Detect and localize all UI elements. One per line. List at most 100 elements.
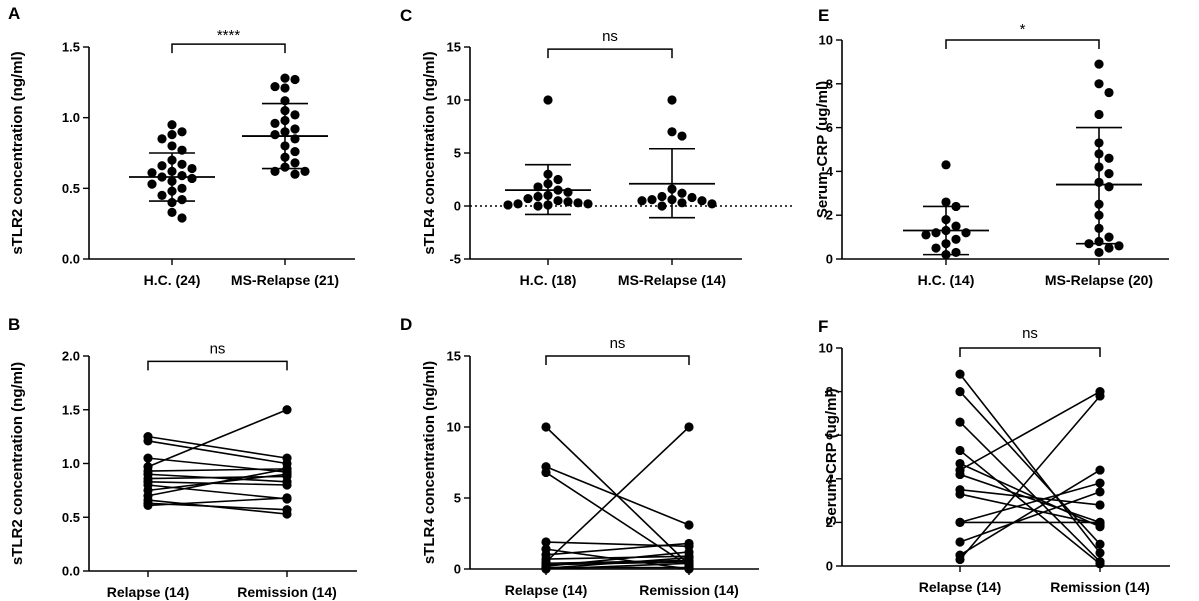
y-tick-label: 1.5 xyxy=(62,40,80,55)
data-point xyxy=(270,118,280,128)
data-point-relapse xyxy=(541,467,551,478)
y-tick-label: 0 xyxy=(454,562,461,577)
y-axis-label: sTLR2 concentration (ng/ml) xyxy=(9,51,26,254)
pair-line xyxy=(959,449,1101,565)
data-point xyxy=(157,190,167,200)
significance-label: ns xyxy=(602,28,618,45)
pair-line xyxy=(959,473,1101,524)
y-tick-label: 0 xyxy=(826,252,833,267)
data-point-relapse xyxy=(955,469,965,480)
data-point xyxy=(951,247,961,258)
data-point xyxy=(1104,87,1114,98)
data-point xyxy=(647,195,657,205)
pair-line xyxy=(959,482,1101,524)
data-point-relapse xyxy=(955,554,965,565)
y-tick-label: 2 xyxy=(826,208,833,223)
panel-f: F 0 2 4 6 8 10 Relapse (14) Remission (14) Serum-… xyxy=(818,317,1170,595)
data-point-relapse xyxy=(955,445,965,456)
data-point xyxy=(167,197,177,208)
significance-bracket xyxy=(545,355,690,365)
data-point-remission xyxy=(1095,465,1105,475)
data-point xyxy=(543,95,553,105)
data-point xyxy=(187,163,197,174)
panel-a: A 0.0 0.5 1.0 1.5 H.C. (24) MS-Relapse (21) sTL… xyxy=(8,4,355,288)
data-point xyxy=(533,191,543,202)
pair-line xyxy=(147,480,288,486)
data-point xyxy=(157,161,167,171)
data-point xyxy=(1104,153,1114,163)
pair-line xyxy=(959,462,1101,528)
x-category-label: H.C. (18) xyxy=(520,272,577,288)
pair-line xyxy=(545,471,690,567)
data-point xyxy=(941,160,951,170)
data-point-remission xyxy=(684,422,694,432)
data-point xyxy=(270,81,280,92)
y-axis-label: sTLR4 concentration (ng/ml) xyxy=(421,51,438,254)
panel-label: A xyxy=(8,4,20,23)
data-point xyxy=(951,221,961,231)
data-point-remission xyxy=(282,505,292,515)
significance-label: ns xyxy=(610,335,626,352)
data-point xyxy=(167,141,177,151)
significance-bracket xyxy=(959,347,1101,357)
y-tick-label: 4 xyxy=(826,164,834,179)
y-tick-label: 0 xyxy=(826,559,833,574)
panel-label: E xyxy=(818,6,829,25)
data-point-relapse xyxy=(955,489,965,499)
data-point xyxy=(563,197,573,207)
y-tick-label: 2 xyxy=(826,515,833,530)
y-tick-label: 0.0 xyxy=(62,252,80,267)
data-point-remission xyxy=(1095,548,1105,558)
significance-label: **** xyxy=(217,27,241,44)
significance-bracket xyxy=(547,48,673,59)
data-point-remission xyxy=(1095,487,1105,497)
data-point-remission xyxy=(1095,478,1105,488)
panel-c: C -5 0 5 10 15 H.C. (18) MS-Relapse (14) sTLR4 c… xyxy=(400,6,792,288)
data-point xyxy=(1104,232,1114,242)
data-point-relapse xyxy=(143,436,153,446)
data-point xyxy=(921,230,931,240)
data-point xyxy=(290,74,300,85)
data-point xyxy=(961,228,971,238)
data-point xyxy=(573,198,583,208)
data-point xyxy=(167,207,177,217)
y-tick-label: 8 xyxy=(826,76,833,91)
data-point xyxy=(1094,79,1104,89)
x-category-label: MS-Relapse (21) xyxy=(231,272,339,288)
data-point-relapse xyxy=(541,564,551,574)
panel-d: D 0 5 10 15 Relapse (14) Remission (14) sTLR4 c… xyxy=(400,315,759,598)
panel-label: B xyxy=(8,315,20,334)
y-tick-label: 1.0 xyxy=(62,110,80,125)
data-point xyxy=(677,131,687,141)
data-point xyxy=(677,188,687,198)
data-point xyxy=(177,171,187,181)
data-point xyxy=(563,187,573,197)
data-point-remission xyxy=(282,464,292,474)
data-point xyxy=(280,73,290,83)
pair-line xyxy=(545,551,690,567)
data-point xyxy=(657,191,667,202)
pair-line xyxy=(545,556,690,570)
x-category-label: MS-Relapse (20) xyxy=(1045,272,1153,288)
x-category-label: H.C. (24) xyxy=(144,272,201,288)
panel-label: F xyxy=(818,317,828,336)
x-category-label: MS-Relapse (14) xyxy=(618,272,726,288)
pair-line xyxy=(545,562,690,570)
data-point xyxy=(147,168,157,178)
data-point xyxy=(697,196,707,206)
pair-line xyxy=(959,469,1101,556)
data-point xyxy=(187,173,197,184)
pair-line xyxy=(959,491,1101,543)
y-tick-label: 5 xyxy=(454,491,461,506)
data-point xyxy=(167,130,177,140)
data-point xyxy=(1114,241,1124,251)
significance-label: ns xyxy=(1022,325,1038,342)
data-point-relapse xyxy=(955,517,965,528)
data-point xyxy=(290,169,300,179)
data-point-relapse xyxy=(955,417,965,427)
data-point xyxy=(1094,109,1104,120)
data-point xyxy=(553,196,563,206)
data-point-relapse xyxy=(955,537,965,547)
x-category-label: Relapse (14) xyxy=(919,579,1001,595)
data-point xyxy=(157,134,167,144)
